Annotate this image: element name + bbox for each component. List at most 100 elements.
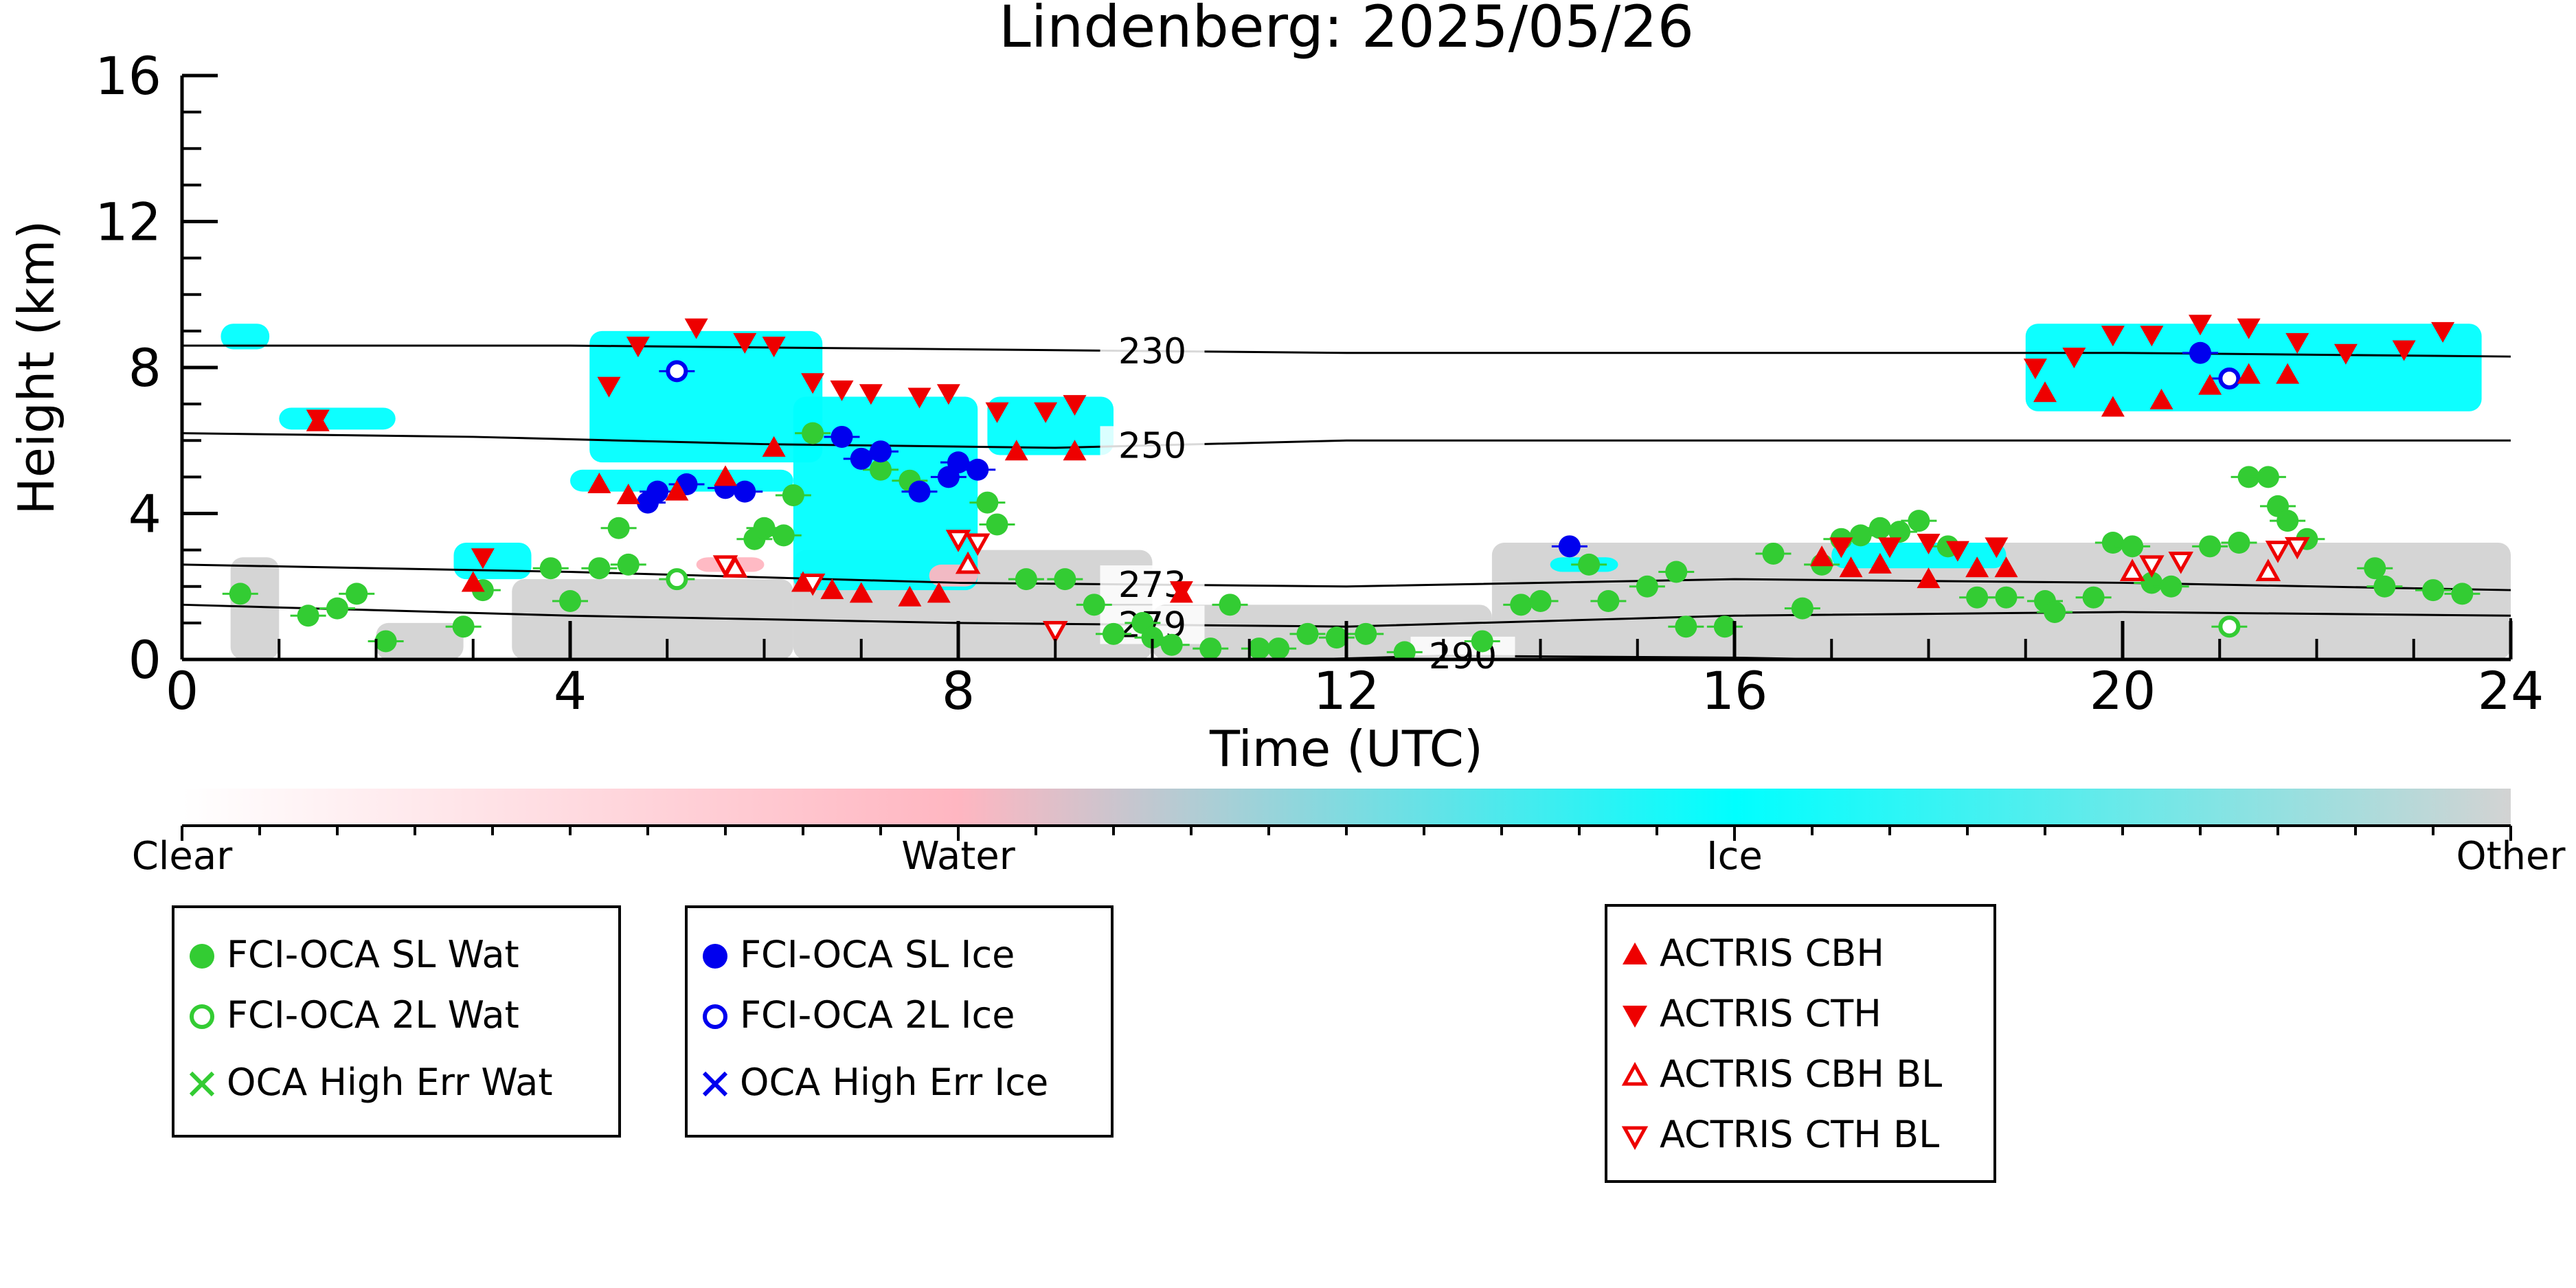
data-point bbox=[831, 425, 853, 448]
data-point bbox=[898, 585, 922, 607]
data-point bbox=[666, 360, 688, 383]
legend-label: ACTRIS CTH bbox=[1660, 992, 1882, 1035]
data-point bbox=[2431, 321, 2455, 343]
data-point bbox=[2276, 363, 2300, 384]
data-point bbox=[1762, 542, 1785, 565]
contour-line bbox=[181, 432, 2511, 449]
data-point bbox=[967, 458, 989, 481]
data-point bbox=[2198, 374, 2222, 395]
y-tick-label: 12 bbox=[95, 192, 161, 253]
x-tick-label: 20 bbox=[2090, 660, 2156, 721]
colorbar-label: Ice bbox=[1706, 834, 1763, 879]
data-point bbox=[1247, 637, 1270, 659]
data-point bbox=[2284, 536, 2310, 560]
data-point bbox=[955, 551, 981, 574]
contour-line bbox=[181, 563, 2511, 591]
data-point bbox=[2373, 575, 2396, 598]
cloud-class-region bbox=[221, 324, 270, 350]
cloud-class-region bbox=[2025, 324, 2482, 411]
data-point bbox=[1004, 440, 1028, 461]
filled-circle-icon bbox=[703, 944, 727, 969]
cloud-class-region bbox=[987, 396, 1114, 455]
series-fci-oca-2l-ice bbox=[659, 360, 2248, 389]
data-point bbox=[1034, 402, 1058, 423]
data-point bbox=[1868, 517, 1891, 539]
y-tick-label: 16 bbox=[95, 45, 161, 106]
cloud-class-region bbox=[793, 396, 978, 591]
data-point bbox=[1888, 521, 1911, 543]
data-point bbox=[800, 573, 826, 596]
data-point bbox=[461, 571, 485, 592]
data-point bbox=[1141, 626, 1164, 649]
data-point bbox=[859, 384, 883, 405]
data-point bbox=[471, 548, 495, 569]
data-point bbox=[712, 555, 738, 578]
data-point bbox=[346, 583, 368, 605]
data-point bbox=[2101, 532, 2124, 554]
data-point bbox=[782, 484, 804, 506]
data-point bbox=[2140, 326, 2164, 347]
data-point bbox=[820, 578, 844, 600]
legend-water: FCI-OCA SL Wat FCI-OCA 2L Wat OCA High E… bbox=[172, 905, 621, 1138]
data-point bbox=[850, 447, 872, 470]
legend-actris: ACTRIS CBH ACTRIS CTH ACTRIS CBH BL ACTR… bbox=[1605, 904, 1996, 1183]
filled-circle-icon bbox=[190, 944, 214, 969]
data-point bbox=[2062, 348, 2086, 369]
data-point bbox=[666, 568, 688, 591]
legend-label: OCA High Err Ice bbox=[740, 1061, 1049, 1104]
data-point bbox=[936, 384, 960, 405]
data-point bbox=[830, 380, 854, 401]
data-point bbox=[597, 376, 621, 398]
data-point bbox=[1578, 553, 1601, 576]
data-point bbox=[2082, 586, 2105, 609]
data-point bbox=[1510, 594, 1533, 616]
triangle-up-icon bbox=[1623, 942, 1647, 964]
data-point bbox=[849, 582, 873, 603]
colorbar-label: Water bbox=[901, 834, 1016, 879]
data-point bbox=[1597, 590, 1620, 612]
legend-ice: FCI-OCA SL Ice FCI-OCA 2L Ice OCA High E… bbox=[685, 905, 1114, 1138]
data-point bbox=[762, 337, 786, 358]
legend-item-higherr-wat: OCA High Err Wat bbox=[174, 1052, 618, 1114]
data-point bbox=[976, 491, 999, 514]
data-point bbox=[2257, 466, 2279, 488]
x-axis-label: Time (UTC) bbox=[1209, 720, 1483, 778]
data-point bbox=[2237, 363, 2261, 384]
open-circle-icon bbox=[190, 1004, 214, 1029]
x-cross-icon bbox=[189, 1071, 215, 1097]
data-point bbox=[1199, 637, 1222, 659]
legend-label: FCI-OCA 2L Ice bbox=[740, 993, 1015, 1037]
data-point bbox=[1355, 622, 1377, 645]
series-actris-cbh-bl bbox=[722, 551, 2281, 581]
data-point bbox=[1393, 641, 1416, 659]
chart-title: Lindenberg: 2025/05/26 bbox=[999, 0, 1694, 60]
data-point bbox=[616, 483, 640, 504]
data-point bbox=[2364, 557, 2386, 580]
data-point bbox=[1985, 537, 2009, 558]
data-point bbox=[2237, 318, 2261, 339]
cloud-class-region bbox=[512, 579, 793, 659]
cloud-class-region bbox=[453, 543, 532, 580]
data-point bbox=[2285, 332, 2309, 354]
data-point bbox=[2189, 315, 2212, 336]
colorbar-label: Clear bbox=[132, 834, 233, 879]
data-point bbox=[762, 436, 786, 457]
data-point bbox=[2218, 367, 2241, 389]
data-point bbox=[1169, 581, 1193, 602]
data-point bbox=[2101, 326, 2125, 347]
contour-label-bg bbox=[1410, 636, 1515, 675]
legend-label: FCI-OCA 2L Wat bbox=[227, 993, 519, 1037]
y-tick-label: 8 bbox=[128, 337, 161, 398]
data-point bbox=[684, 318, 708, 339]
legend-label: ACTRIS CTH BL bbox=[1660, 1113, 1940, 1156]
cloud-class-region bbox=[376, 622, 464, 659]
legend-item-sl-wat: FCI-OCA SL Wat bbox=[174, 925, 618, 986]
data-point bbox=[617, 553, 640, 576]
data-point bbox=[2265, 541, 2291, 563]
data-point bbox=[229, 583, 251, 605]
data-point bbox=[607, 517, 630, 539]
data-point bbox=[1015, 568, 1037, 591]
data-point bbox=[1994, 556, 2018, 578]
data-point bbox=[1917, 567, 1941, 589]
data-point bbox=[2101, 396, 2125, 417]
